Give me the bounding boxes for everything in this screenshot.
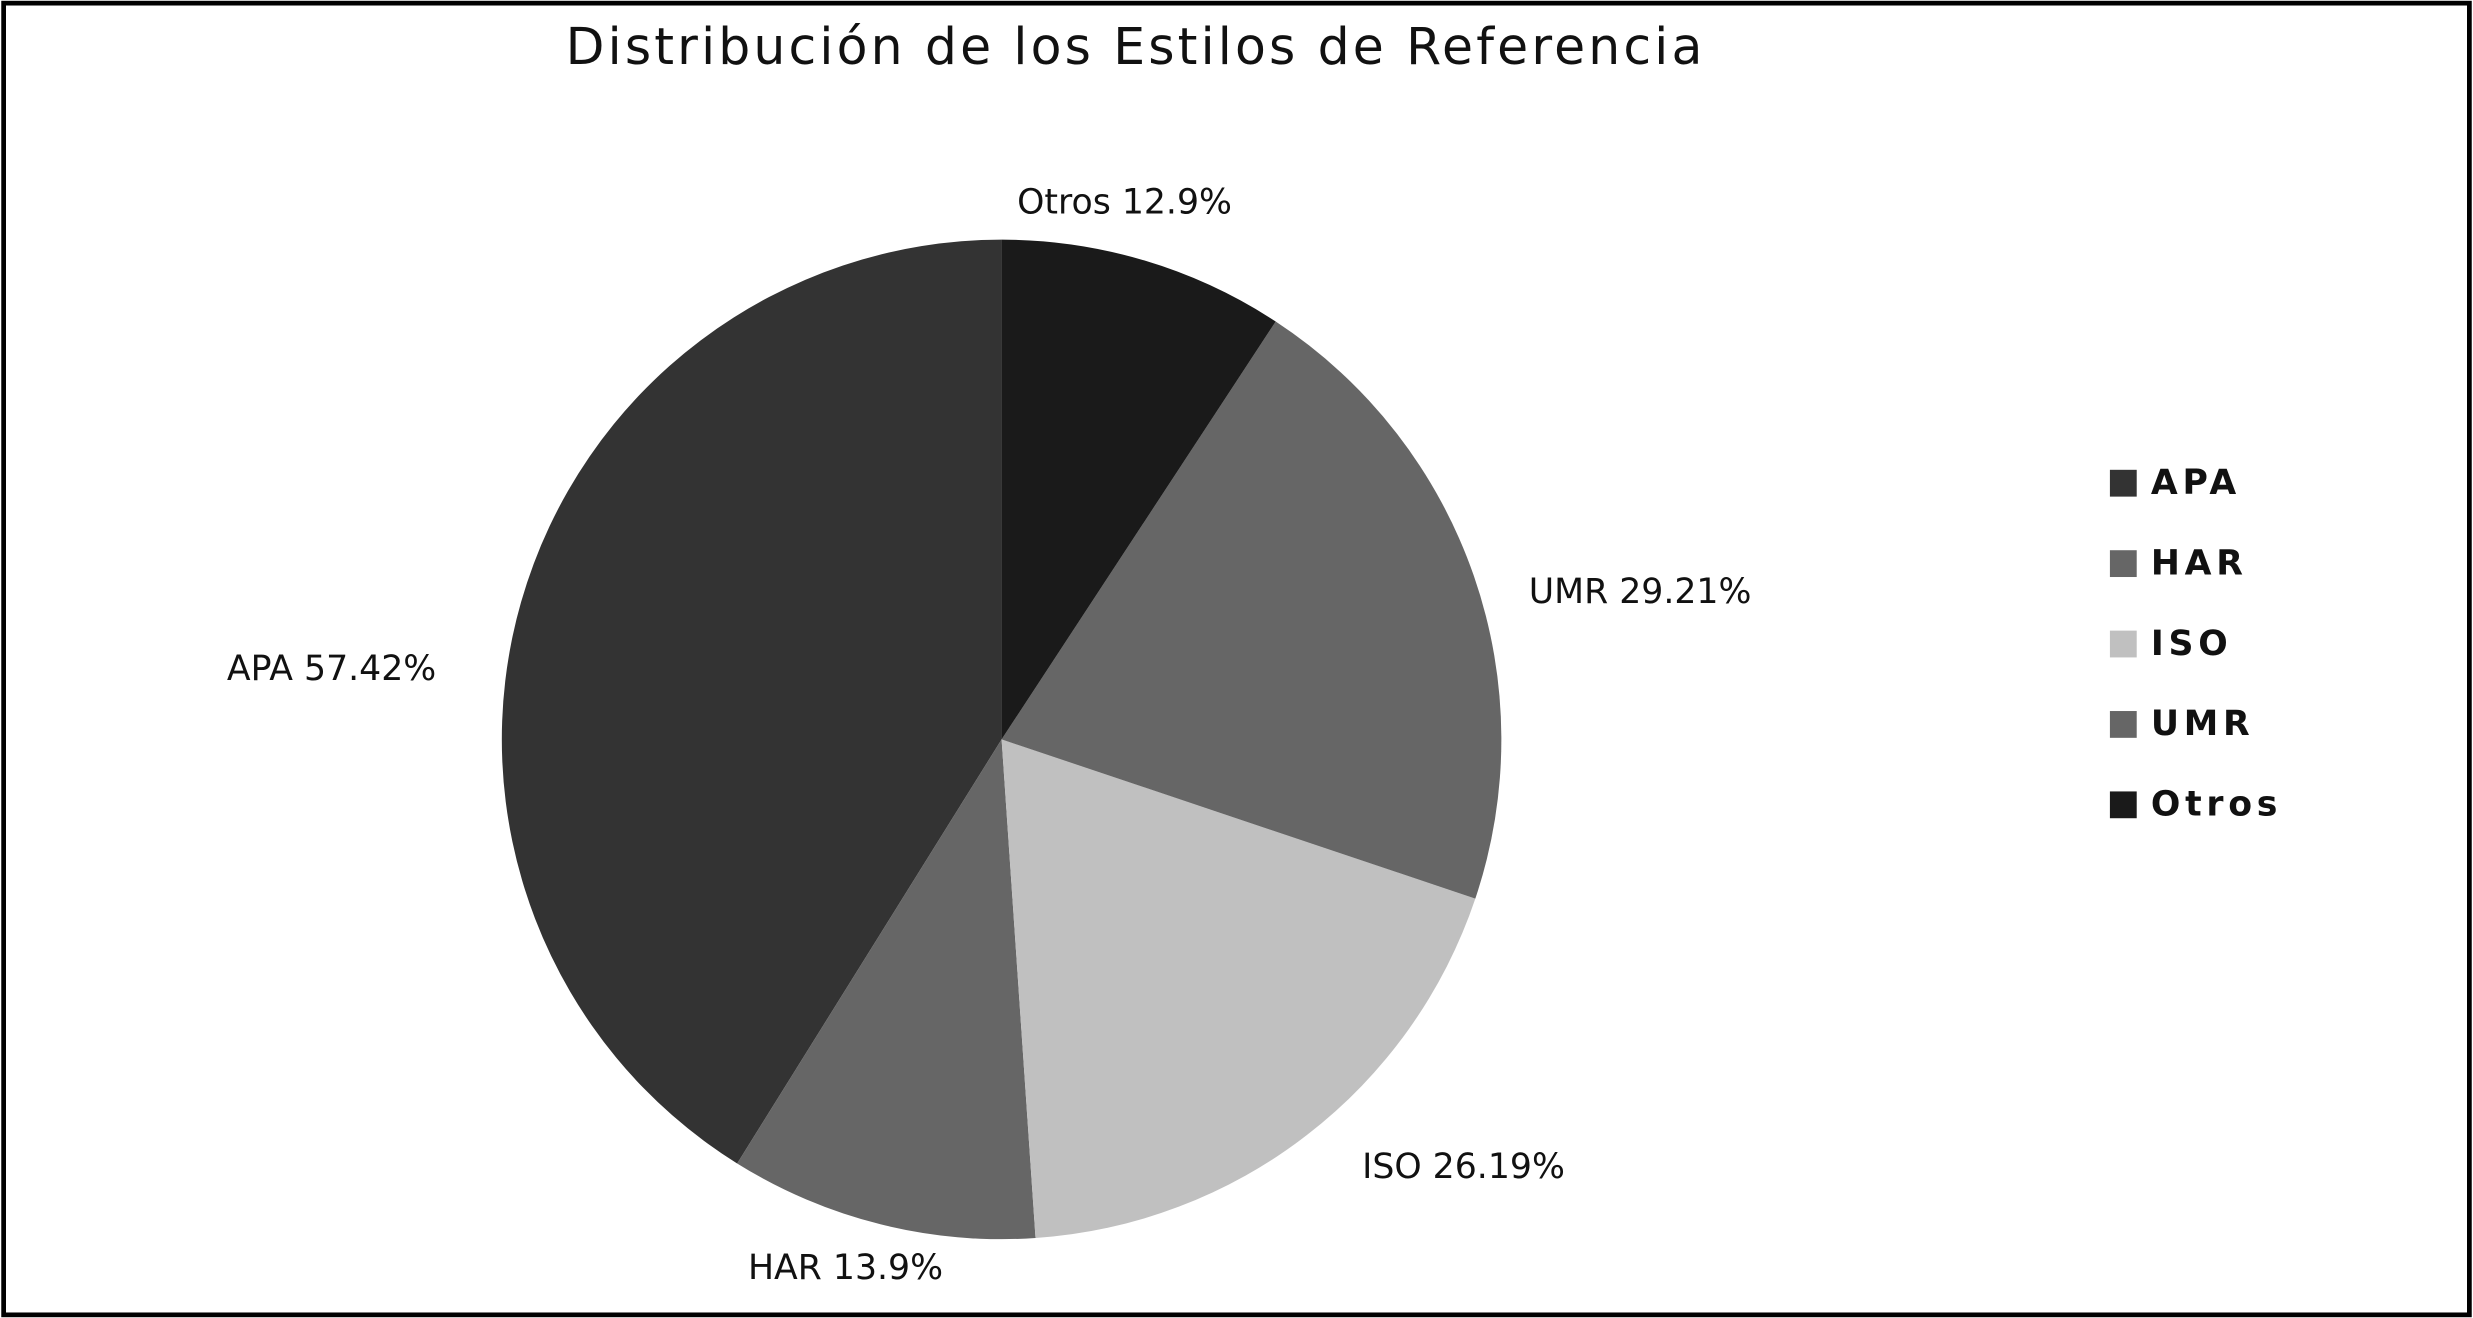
- legend-swatch: [2109, 711, 2137, 738]
- data-label: Otros 12.9%: [1017, 182, 1232, 222]
- pie-slice: [1001, 321, 1502, 899]
- legend-swatch: [2109, 469, 2137, 497]
- data-label: APA 57.42%: [227, 649, 436, 689]
- legend-label: Otros: [2151, 785, 2282, 825]
- legend-label: APA: [2151, 463, 2241, 503]
- legend-swatch: [2109, 791, 2137, 819]
- legend-swatch: [2109, 630, 2137, 658]
- chart-title: Distribución de los Estilos de Referenci…: [566, 17, 1706, 76]
- pie-slice: [1001, 239, 1276, 740]
- legend-label: HAR: [2151, 543, 2248, 583]
- legend-swatch: [2109, 550, 2137, 578]
- data-label: UMR 29.21%: [1529, 572, 1752, 612]
- legend-label: ISO: [2151, 624, 2233, 664]
- legend-label: UMR: [2151, 704, 2255, 744]
- pie-slice: [737, 739, 1036, 1240]
- data-label: ISO 26.19%: [1362, 1147, 1565, 1187]
- pie-slice: [1001, 739, 1476, 1239]
- data-label: HAR 13.9%: [748, 1248, 943, 1288]
- pie-slice: [501, 239, 1002, 1164]
